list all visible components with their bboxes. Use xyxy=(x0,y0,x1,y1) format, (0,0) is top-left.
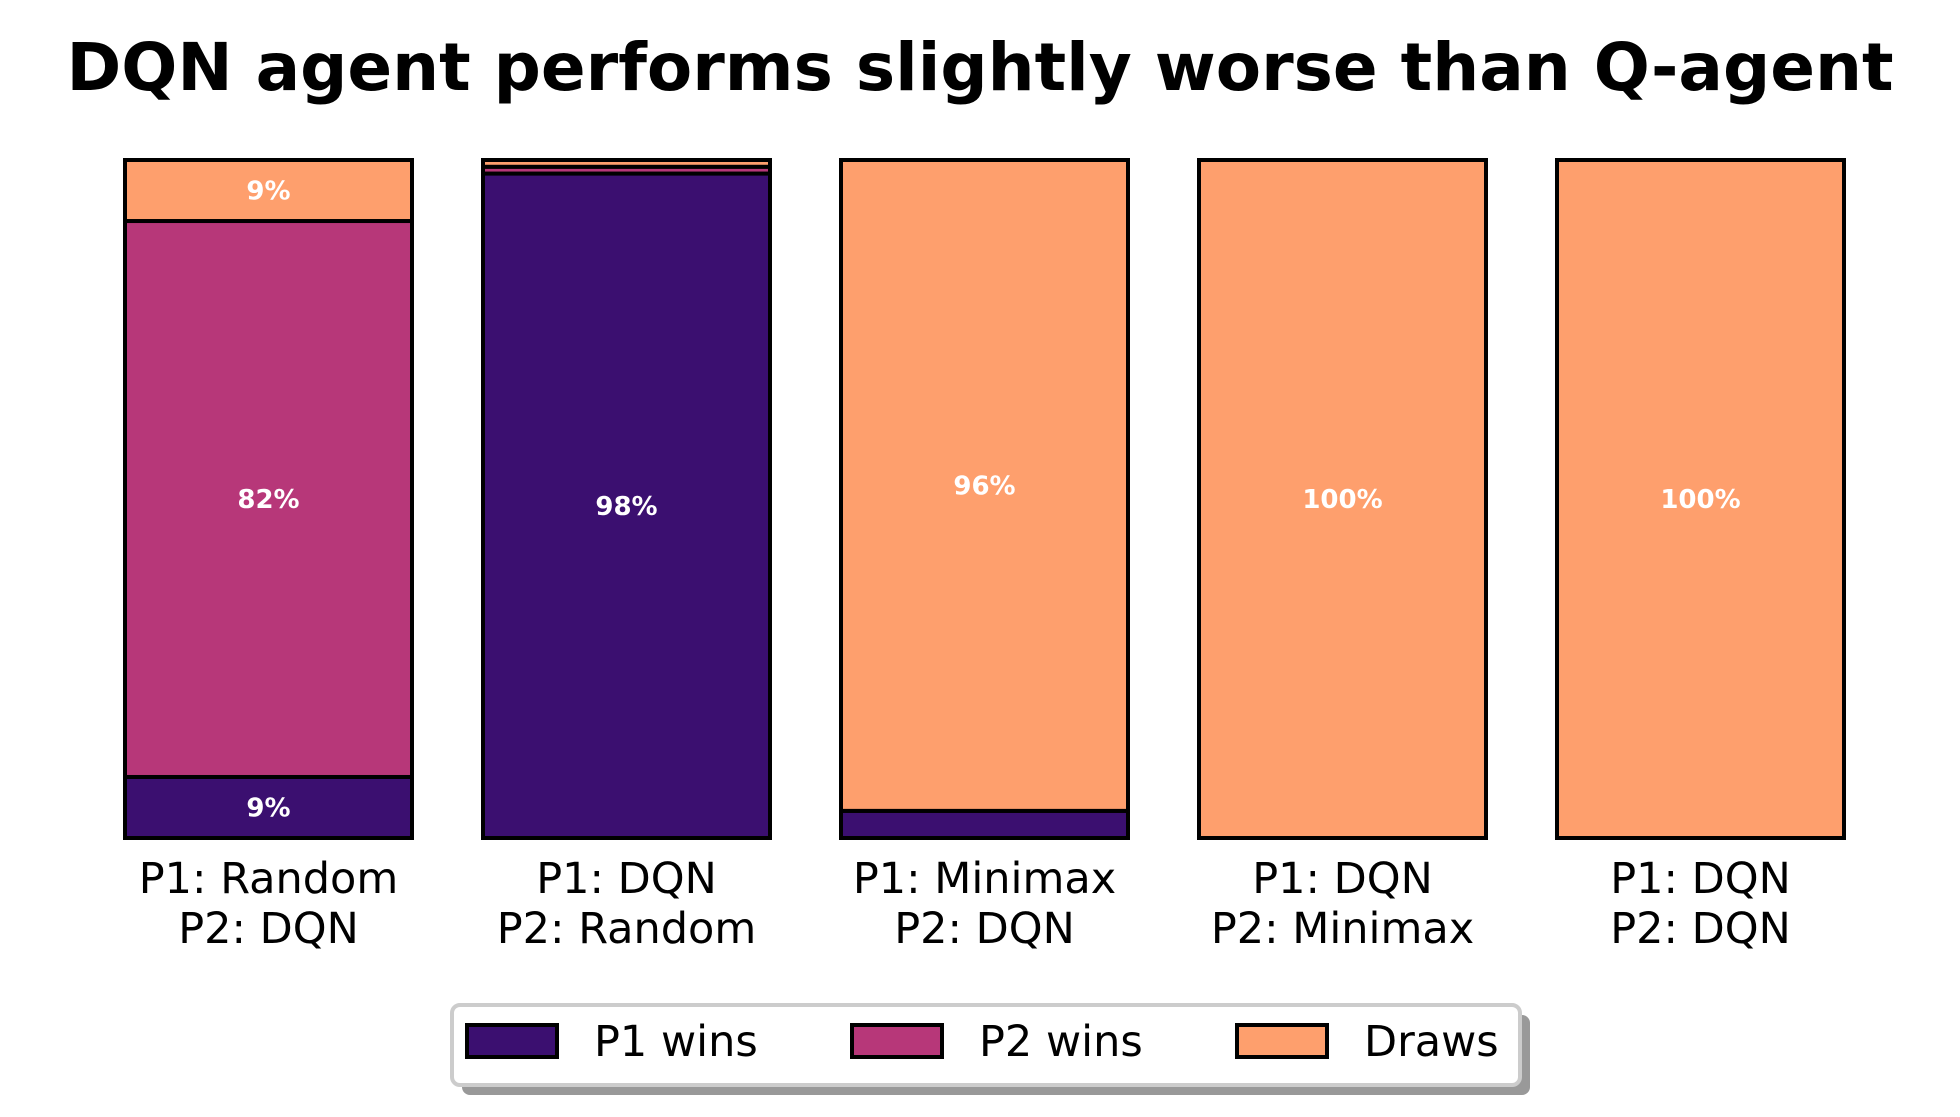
data-label: 9% xyxy=(246,793,290,823)
data-label: 9% xyxy=(246,177,290,207)
bar-segment-1-draws xyxy=(123,158,414,224)
legend-swatch-draws xyxy=(1235,1023,1329,1059)
bar-segment-1-p2-wins xyxy=(123,219,414,779)
category-label: P2: DQN xyxy=(894,904,1075,954)
data-label: 96% xyxy=(953,471,1015,501)
data-labels-group: 9% 82% 9% 98% 96% 100% 100% xyxy=(237,177,1740,824)
legend-swatch-p2-wins xyxy=(850,1023,944,1059)
data-label: 100% xyxy=(1302,485,1382,515)
data-label: 98% xyxy=(595,492,657,522)
chart-title: DQN agent performs slightly worse than Q… xyxy=(66,29,1893,106)
bar-segment-2-draws xyxy=(481,158,772,169)
bar-segment-1-p1-wins xyxy=(123,774,414,840)
bar-segment-2-p1-wins xyxy=(481,171,772,840)
bars-group xyxy=(123,158,1846,841)
legend: P1 wins P2 wins Draws xyxy=(450,1003,1530,1095)
category-label: P2: DQN xyxy=(178,904,359,954)
category-label: P1: Minimax xyxy=(853,854,1116,904)
legend-label: Draws xyxy=(1364,1017,1499,1067)
legend-label: P1 wins xyxy=(594,1017,758,1067)
category-label: P1: DQN xyxy=(536,854,717,904)
bar-segment-4-draws xyxy=(1197,158,1488,840)
data-label: 82% xyxy=(237,485,299,515)
bar-segment-5-draws xyxy=(1555,158,1846,840)
category-label: P2: Minimax xyxy=(1211,904,1474,954)
category-label: P1: DQN xyxy=(1610,854,1791,904)
category-label: P1: Random xyxy=(139,854,398,904)
bar-segment-3-p1-wins xyxy=(839,808,1130,841)
category-label: P1: DQN xyxy=(1252,854,1433,904)
legend-swatch-p1-wins xyxy=(465,1023,559,1059)
bar-segment-3-draws xyxy=(839,158,1130,813)
category-label: P2: DQN xyxy=(1610,904,1791,954)
data-label: 100% xyxy=(1660,485,1740,515)
category-label: P2: Random xyxy=(497,904,756,954)
legend-label: P2 wins xyxy=(979,1017,1143,1067)
